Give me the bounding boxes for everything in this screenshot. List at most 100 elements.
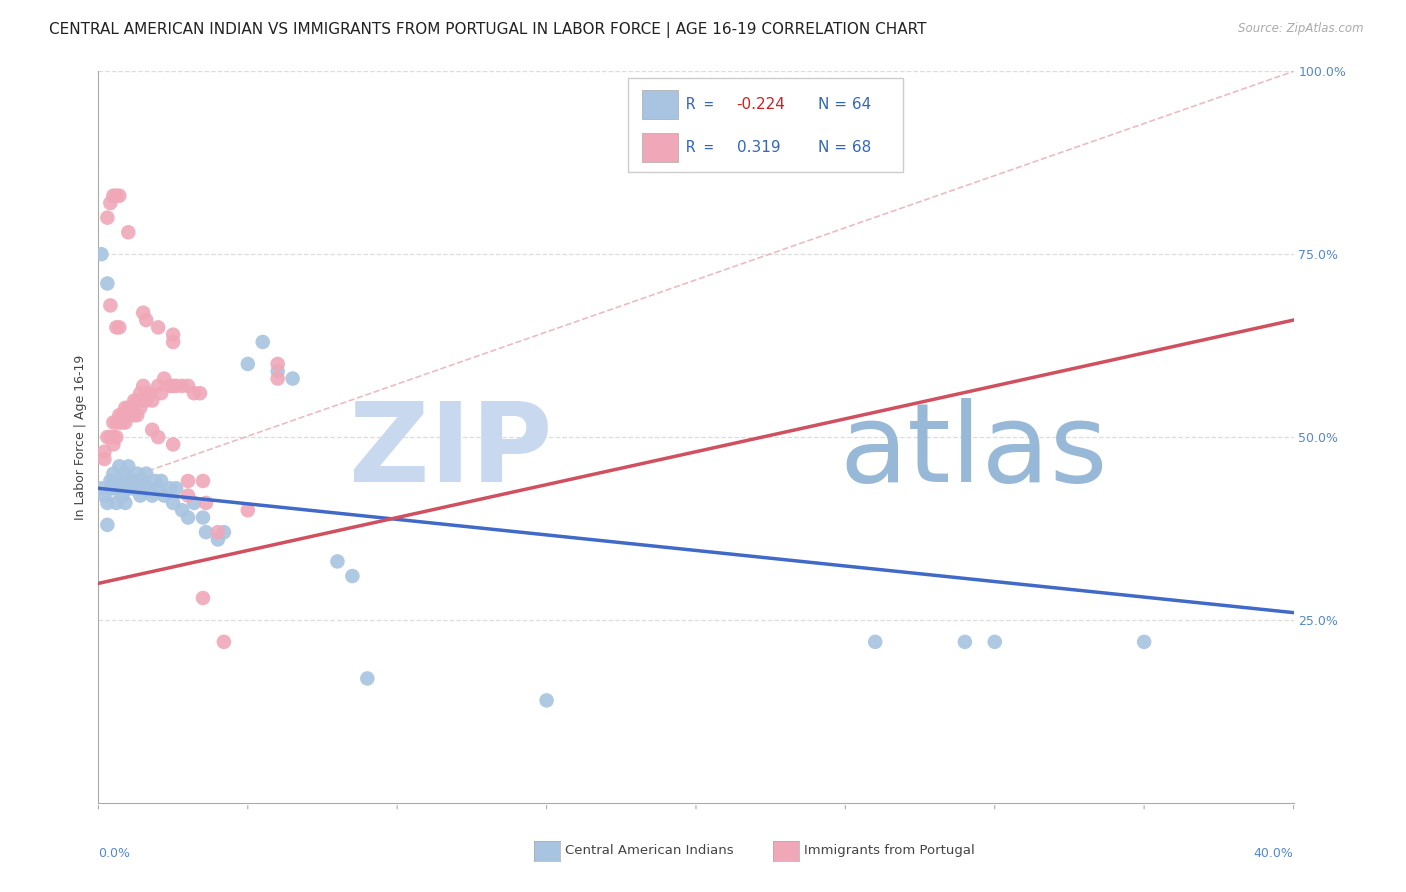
Point — [98, 474, 122, 488]
Point — [103, 430, 125, 444]
Point — [105, 416, 128, 430]
Point — [153, 371, 176, 385]
Point — [536, 693, 558, 707]
Point — [865, 635, 887, 649]
Point — [165, 481, 187, 495]
Point — [127, 408, 149, 422]
Point — [120, 401, 142, 415]
Point — [111, 489, 134, 503]
Point — [143, 474, 166, 488]
Point — [105, 481, 128, 495]
Point — [1133, 635, 1156, 649]
Point — [105, 320, 128, 334]
Point — [108, 416, 131, 430]
Point — [191, 474, 214, 488]
Point — [191, 591, 214, 605]
Point — [120, 408, 142, 422]
Point — [108, 188, 131, 202]
Text: atlas: atlas — [839, 398, 1108, 505]
Text: Source: ZipAtlas.com: Source: ZipAtlas.com — [1239, 22, 1364, 36]
Point — [267, 371, 290, 385]
Point — [135, 467, 157, 481]
Point — [148, 320, 170, 334]
Point — [172, 503, 194, 517]
Point — [326, 554, 349, 568]
Point — [103, 188, 125, 202]
Point — [195, 525, 218, 540]
Point — [159, 481, 181, 495]
Point — [90, 481, 112, 495]
Point — [162, 334, 184, 349]
Point — [124, 408, 146, 422]
FancyBboxPatch shape — [643, 133, 678, 162]
Point — [114, 401, 136, 415]
FancyBboxPatch shape — [643, 89, 678, 119]
Point — [117, 225, 139, 239]
Point — [127, 481, 149, 495]
Point — [162, 437, 184, 451]
Text: 40.0%: 40.0% — [1254, 847, 1294, 860]
Point — [132, 474, 155, 488]
Point — [150, 474, 173, 488]
Point — [103, 467, 125, 481]
Point — [98, 430, 122, 444]
Point — [172, 379, 194, 393]
Point — [108, 459, 131, 474]
Point — [132, 306, 155, 320]
Point — [93, 452, 115, 467]
Point — [177, 474, 200, 488]
Point — [129, 401, 152, 415]
FancyBboxPatch shape — [628, 78, 903, 171]
Point — [127, 467, 149, 481]
Point — [96, 211, 118, 225]
Point — [103, 437, 125, 451]
Point — [191, 510, 214, 524]
Point — [105, 188, 128, 202]
Point — [129, 386, 152, 401]
Point — [162, 327, 184, 342]
Point — [342, 569, 364, 583]
Point — [132, 379, 155, 393]
Point — [188, 386, 211, 401]
Point — [124, 474, 146, 488]
Point — [281, 371, 304, 385]
Point — [111, 481, 134, 495]
Y-axis label: In Labor Force | Age 16-19: In Labor Force | Age 16-19 — [75, 354, 87, 520]
Point — [162, 379, 184, 393]
Point — [132, 481, 155, 495]
Point — [183, 496, 205, 510]
Point — [117, 474, 139, 488]
Text: -0.224: -0.224 — [737, 96, 786, 112]
Point — [141, 393, 163, 408]
Point — [105, 474, 128, 488]
Point — [177, 489, 200, 503]
Point — [98, 298, 122, 312]
Point — [117, 481, 139, 495]
Point — [212, 635, 235, 649]
Point — [207, 525, 229, 540]
Point — [120, 481, 142, 495]
Point — [207, 533, 229, 547]
Point — [252, 334, 274, 349]
Point — [108, 408, 131, 422]
Point — [96, 277, 118, 291]
Point — [96, 430, 118, 444]
Point — [93, 489, 115, 503]
Point — [117, 408, 139, 422]
Point — [117, 459, 139, 474]
Point — [236, 357, 259, 371]
Point — [135, 386, 157, 401]
Text: Central American Indians: Central American Indians — [565, 845, 734, 857]
Point — [98, 481, 122, 495]
Text: ZIP: ZIP — [349, 398, 553, 505]
Point — [267, 364, 290, 378]
Point — [98, 196, 122, 211]
Point — [114, 481, 136, 495]
Point — [162, 496, 184, 510]
Point — [124, 481, 146, 495]
Point — [236, 503, 259, 517]
Point — [150, 386, 173, 401]
Point — [267, 357, 290, 371]
Point — [135, 313, 157, 327]
Point — [111, 408, 134, 422]
